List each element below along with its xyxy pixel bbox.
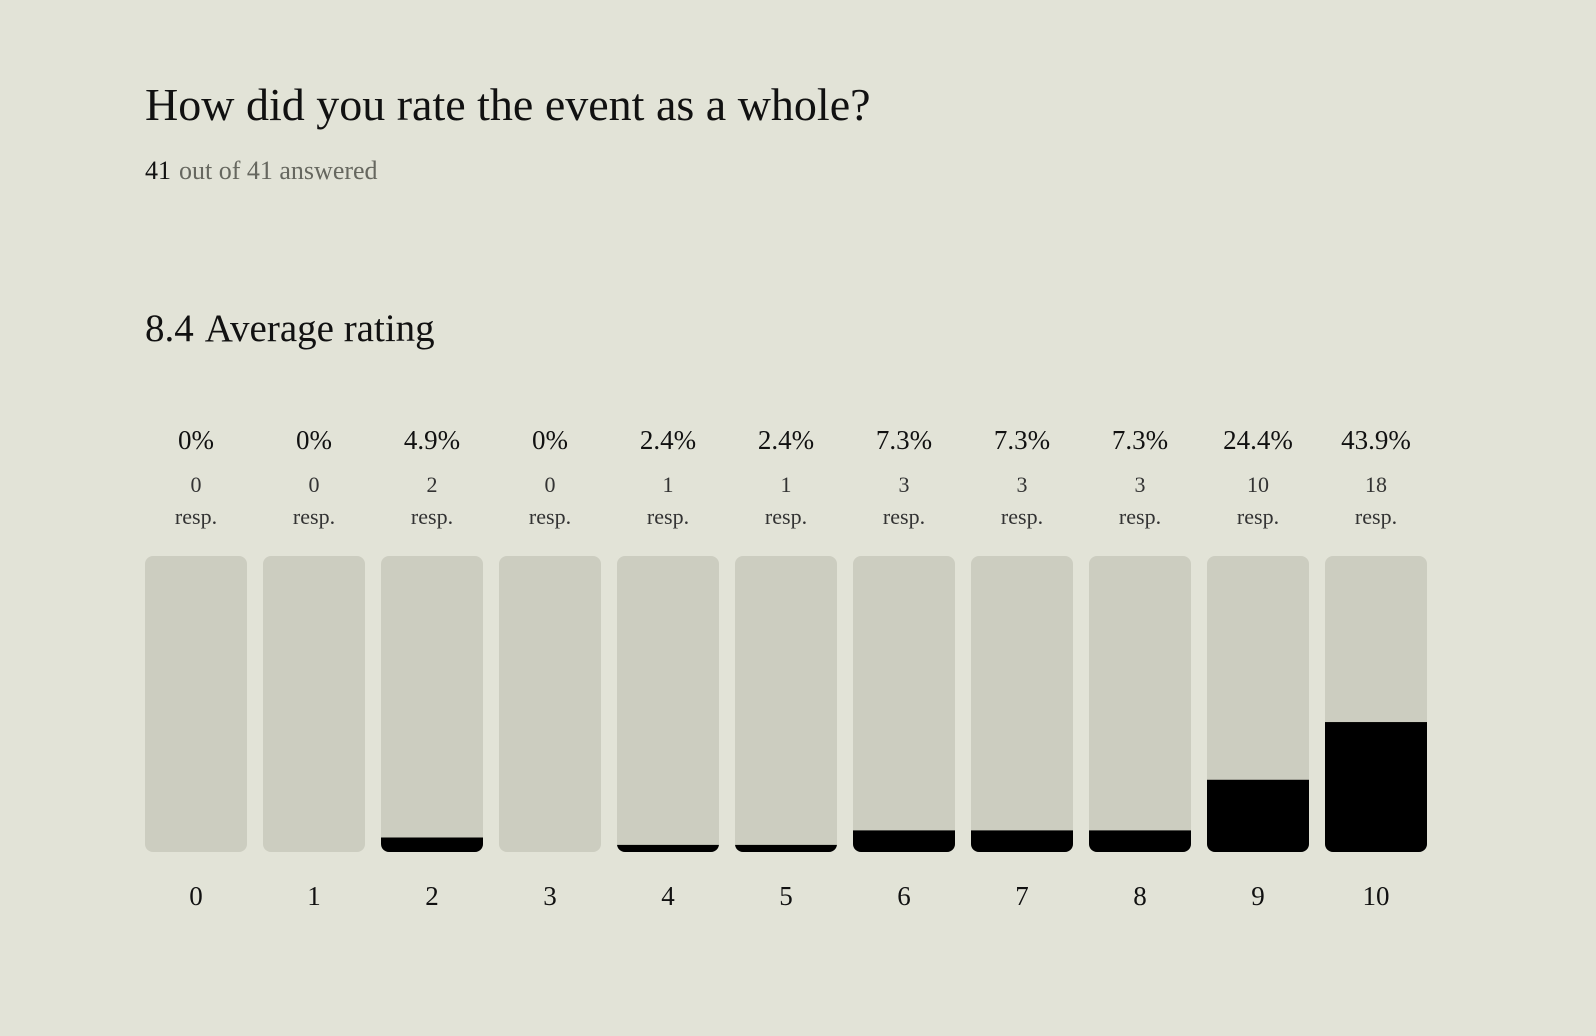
count-unit: resp. (647, 504, 689, 529)
value-label: 7.3% (994, 425, 1050, 455)
count-unit: resp. (1355, 504, 1397, 529)
bar-track (853, 556, 955, 852)
bar (735, 844, 837, 852)
x-tick-label: 8 (1133, 881, 1147, 911)
bar-track (735, 556, 837, 852)
count-label: 18 (1365, 472, 1387, 497)
bar (381, 837, 483, 852)
value-label: 7.3% (876, 425, 932, 455)
count-label: 2 (427, 472, 438, 497)
count-label: 3 (1017, 472, 1028, 497)
x-tick-label: 5 (779, 881, 793, 911)
x-tick-label: 7 (1015, 881, 1029, 911)
bar-track (381, 556, 483, 852)
count-unit: resp. (175, 504, 217, 529)
x-tick-label: 1 (307, 881, 321, 911)
bar (617, 844, 719, 852)
bar-track (1089, 556, 1191, 852)
count-label: 0 (545, 472, 556, 497)
count-label: 3 (1135, 472, 1146, 497)
average-label: Average rating (205, 307, 435, 350)
x-tick-label: 2 (425, 881, 439, 911)
value-label: 4.9% (404, 425, 460, 455)
value-label: 0% (178, 425, 214, 455)
x-tick-label: 3 (543, 881, 557, 911)
count-unit: resp. (1237, 504, 1279, 529)
count-label: 0 (309, 472, 320, 497)
bar (971, 830, 1073, 852)
value-label: 43.9% (1341, 425, 1411, 455)
value-label: 2.4% (758, 425, 814, 455)
value-label: 0% (296, 425, 332, 455)
count-unit: resp. (293, 504, 335, 529)
count-unit: resp. (1119, 504, 1161, 529)
bar-track (617, 556, 719, 852)
bar-track (1207, 556, 1309, 852)
count-unit: resp. (765, 504, 807, 529)
value-label: 7.3% (1112, 425, 1168, 455)
bar (1207, 779, 1309, 852)
count-label: 1 (781, 472, 792, 497)
value-label: 24.4% (1223, 425, 1293, 455)
x-tick-label: 6 (897, 881, 911, 911)
bar (1089, 830, 1191, 852)
count-label: 0 (191, 472, 202, 497)
bar (853, 830, 955, 852)
count-unit: resp. (529, 504, 571, 529)
x-tick-label: 10 (1363, 881, 1390, 911)
answered-count: 41 (145, 156, 171, 185)
count-label: 10 (1247, 472, 1269, 497)
bar-track (263, 556, 365, 852)
count-label: 1 (663, 472, 674, 497)
bar-track (499, 556, 601, 852)
bar (1325, 722, 1427, 852)
x-tick-label: 0 (189, 881, 203, 911)
chart-title: How did you rate the event as a whole? (145, 79, 871, 130)
value-label: 0% (532, 425, 568, 455)
count-unit: resp. (1001, 504, 1043, 529)
count-label: 3 (899, 472, 910, 497)
count-unit: resp. (411, 504, 453, 529)
subtitle: out of 41 answered (179, 156, 378, 185)
average: 8.4 (145, 307, 194, 350)
x-tick-label: 4 (661, 881, 675, 911)
value-label: 2.4% (640, 425, 696, 455)
x-tick-label: 9 (1251, 881, 1265, 911)
bar-track (145, 556, 247, 852)
count-unit: resp. (883, 504, 925, 529)
bar-track (971, 556, 1073, 852)
